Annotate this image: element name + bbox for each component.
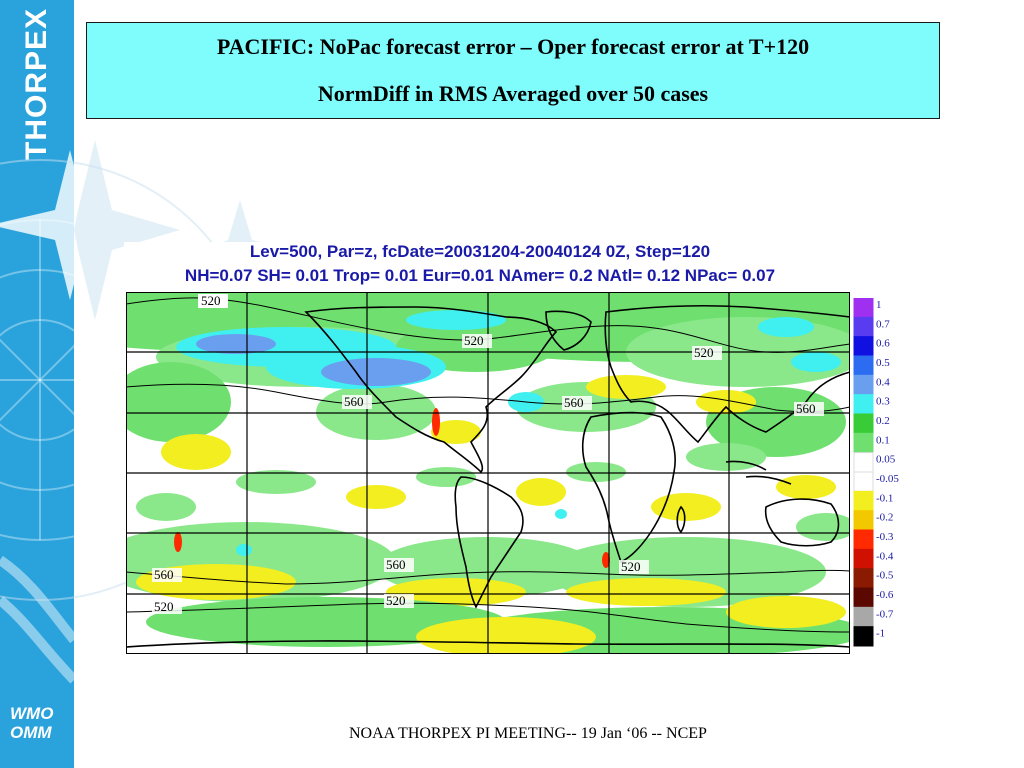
colorbar-swatch <box>853 316 874 338</box>
contour-label: 520 <box>201 293 221 308</box>
colorbar-tick-label: 1 <box>876 299 882 311</box>
colorbar-swatch <box>853 298 874 318</box>
colorbar-tick-label: 0.1 <box>876 434 890 446</box>
colorbar-swatch <box>853 529 874 550</box>
colorbar-swatch <box>853 355 874 376</box>
colorbar-tick-label: -0.1 <box>876 492 893 504</box>
colorbar-swatch <box>853 471 874 492</box>
wmo-label: WMO <box>10 704 54 723</box>
contour-label: 560 <box>386 557 406 572</box>
colorbar-tick-label: -1 <box>876 628 885 640</box>
graticule <box>126 292 850 654</box>
colorbar-swatch <box>853 336 874 357</box>
colorbar-tick-label: 0.5 <box>876 357 890 369</box>
slide-footer: NOAA THORPEX PI MEETING-- 19 Jan ‘06 -- … <box>349 725 707 742</box>
colorbar-tick-label: -0.05 <box>876 473 899 485</box>
figure-header-line2: NH=0.07 SH= 0.01 Trop= 0.01 Eur=0.01 NAm… <box>184 266 776 285</box>
map-frame <box>126 292 850 654</box>
slide-subtitle: NormDiff in RMS Averaged over 50 cases <box>317 81 709 106</box>
colorbar-swatch <box>853 413 874 434</box>
figure-header: Lev=500, Par=z, fcDate=20031204-20040124… <box>124 242 900 292</box>
world-map: 520 520 520 560 560 560 560 560 520 520 … <box>126 292 850 654</box>
contour-label: 520 <box>694 345 714 360</box>
colorbar-tick-label: 0.3 <box>876 396 890 408</box>
colorbar-swatch <box>853 432 874 454</box>
colorbar-tick-label: -0.5 <box>876 570 894 582</box>
colorbar-swatch <box>853 510 874 531</box>
contour-label: 520 <box>386 593 406 608</box>
colorbar-swatch <box>853 452 874 473</box>
colorbar-tick-label: -0.7 <box>876 608 894 620</box>
contour-label: 520 <box>464 333 484 348</box>
colorbar-swatch <box>853 374 874 396</box>
colorbar-swatch <box>853 606 874 628</box>
colorbar-tick-label: -0.3 <box>876 531 894 543</box>
colorbar-tick-label: -0.4 <box>876 550 894 562</box>
colorbar-tick-label: 0.05 <box>876 454 896 466</box>
wmo-logo: WMO OMM <box>10 704 53 742</box>
colorbar-tick-label: 0.6 <box>876 338 890 350</box>
contour-label: 520 <box>621 559 641 574</box>
colorbar-swatch <box>853 568 874 589</box>
colorbar-tick-label: -0.6 <box>876 589 894 601</box>
colorbar-tick-label: 0.2 <box>876 415 890 427</box>
contour-label: 520 <box>154 599 174 614</box>
colorbar-swatch <box>853 548 874 570</box>
colorbar-swatch <box>853 490 874 512</box>
colorbar-tick-label: 0.4 <box>876 376 890 388</box>
colorbar-tick-label: 0.7 <box>876 318 890 330</box>
contour-label: 560 <box>564 395 584 410</box>
contour-label: 560 <box>796 401 816 416</box>
title-box: PACIFIC: NoPac forecast error – Oper for… <box>86 22 940 119</box>
figure-header-line1: Lev=500, Par=z, fcDate=20031204-20040124… <box>249 242 711 261</box>
sidebar: THORPEX WMO OMM <box>0 0 74 768</box>
thorpex-logo: THORPEX <box>20 7 53 160</box>
colorbar-swatch <box>853 626 874 647</box>
colorbar-tick-label: -0.2 <box>876 512 893 524</box>
contour-label-group: 520 520 520 560 560 560 560 560 520 520 … <box>152 293 824 614</box>
colorbar-swatch <box>853 587 874 608</box>
slide-title: PACIFIC: NoPac forecast error – Oper for… <box>216 34 810 59</box>
colorbar-swatch <box>853 394 874 415</box>
coastlines <box>126 305 850 648</box>
omm-label: OMM <box>10 723 52 742</box>
contour-label: 560 <box>344 394 364 409</box>
contour-label: 560 <box>154 567 174 582</box>
colorbar: 1 0.7 0.6 0.5 0.4 0.3 0.2 0.1 0.05 -0.05 -0.1 -0.2 -… <box>853 298 899 647</box>
